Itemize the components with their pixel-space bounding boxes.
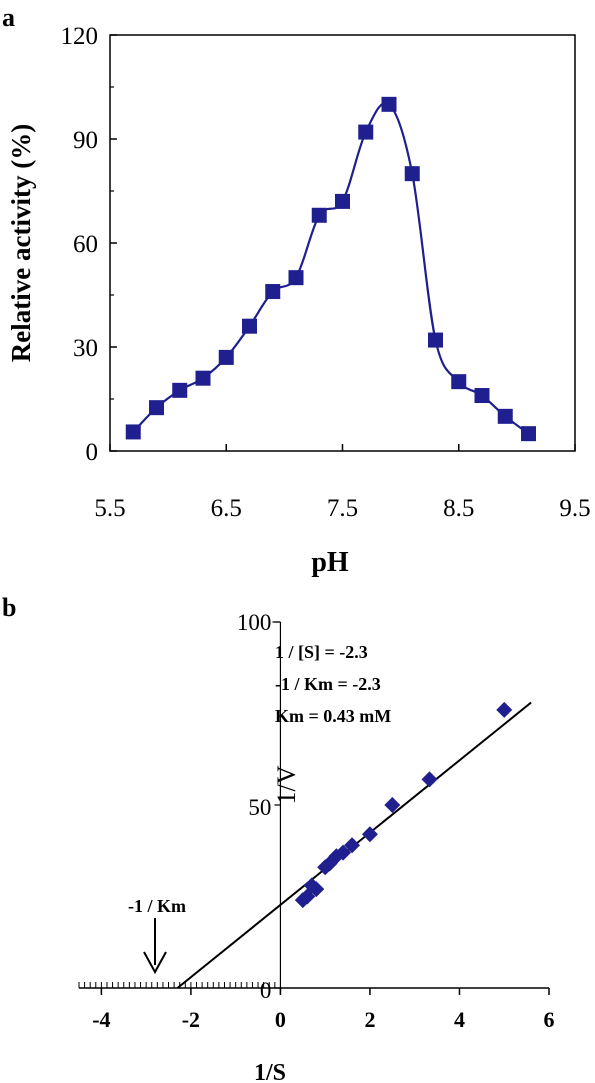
panel-b-data-point: [384, 797, 401, 813]
panel-b-arrow: [143, 918, 167, 975]
panel-b-annotation-2: -1 / Km = -2.3: [275, 674, 381, 694]
panel-a-data-point: [404, 166, 420, 182]
panel-a-data-point: [288, 270, 304, 286]
panel-b-y-tick-label: 100: [237, 610, 272, 635]
panel-b-arrow-label: -1 / Km: [128, 896, 186, 916]
panel-b-y-axis-label: 1/V: [272, 765, 301, 804]
panel-b-x-axis-label: 1/S: [254, 1060, 286, 1083]
panel-b-y-tick-label: 50: [248, 795, 271, 820]
panel-a-y-tick-label: 90: [73, 127, 98, 154]
panel-a-x-tick-label: 7.5: [327, 495, 358, 522]
panel-a-x-tick-label: 6.5: [211, 495, 242, 522]
panel-a-x-tick-label: 8.5: [443, 495, 474, 522]
panel-a-x-tick-label: 9.5: [559, 495, 590, 522]
panel-a-y-tick-label: 60: [73, 231, 98, 258]
panel-a-data-point: [428, 332, 443, 348]
panel-a-data-point: [172, 382, 188, 398]
panel-a-ticks: 0 30 60 90 120 5.5 6.5 7.5 8.5 9.5: [61, 23, 591, 522]
panel-b-points: [294, 701, 513, 909]
panel-b-data-point: [335, 844, 352, 861]
panel-b-x-tick-label: 2: [364, 1007, 375, 1032]
panel-b-data-point: [361, 826, 378, 843]
panel-b-x-tick-label: 4: [454, 1007, 465, 1032]
panel-b-data-point: [421, 771, 438, 788]
panel-a-data-point: [265, 284, 281, 300]
panel-a-data-point: [149, 400, 164, 416]
panel-b-data-point: [308, 881, 325, 898]
panel-a-data-point: [451, 374, 467, 390]
panel-b-x-tick-label: 0: [275, 1007, 286, 1032]
panel-b-annotation-3: Km = 0.43 mM: [275, 706, 391, 726]
panel-a-data-point: [218, 349, 234, 365]
panel-a-label: a: [2, 3, 15, 32]
panel-a: a 0 30 60 90 120 5.5 6.5 7.5 8.5 9.5 pH Relative …: [2, 3, 591, 578]
panel-a-data-point: [195, 370, 211, 386]
panel-a-data-point: [497, 408, 513, 424]
panel-a-data-point: [358, 124, 374, 140]
panel-a-data-point: [381, 96, 397, 112]
panel-b-y-tick-label: 0: [260, 978, 272, 1003]
panel-a-data-point: [125, 424, 141, 440]
panel-b-x-tick-label: -4: [92, 1007, 110, 1032]
panel-b-annotation-1: 1 / [S] = -2.3: [275, 642, 368, 662]
panel-a-data-point: [242, 318, 257, 334]
panel-a-y-tick-label: 120: [61, 23, 99, 50]
panel-a-data-point: [335, 193, 350, 209]
panel-a-data-point: [474, 388, 490, 404]
panel-a-points: [125, 96, 536, 442]
panel-a-x-axis-label: pH: [311, 547, 349, 578]
panel-a-y-tick-label: 30: [73, 335, 98, 362]
panel-b-ticks: -4 -2 0 2 4 6 0 50 100: [78, 610, 555, 1032]
panel-a-x-tick-label: 5.5: [94, 495, 125, 522]
panel-b-data-point: [344, 837, 361, 854]
panel-b-data-point: [496, 701, 513, 718]
panel-b-x-tick-label: 6: [544, 1007, 555, 1032]
panel-b-label: b: [2, 593, 16, 622]
panel-a-y-axis-label: Relative activity (%): [6, 124, 36, 362]
panel-a-data-point: [311, 207, 327, 223]
panel-a-data-point: [521, 426, 536, 442]
panel-a-y-tick-label: 0: [86, 439, 99, 466]
panel-a-series-line: [132, 101, 530, 435]
panel-b-x-tick-label: -2: [182, 1007, 200, 1032]
